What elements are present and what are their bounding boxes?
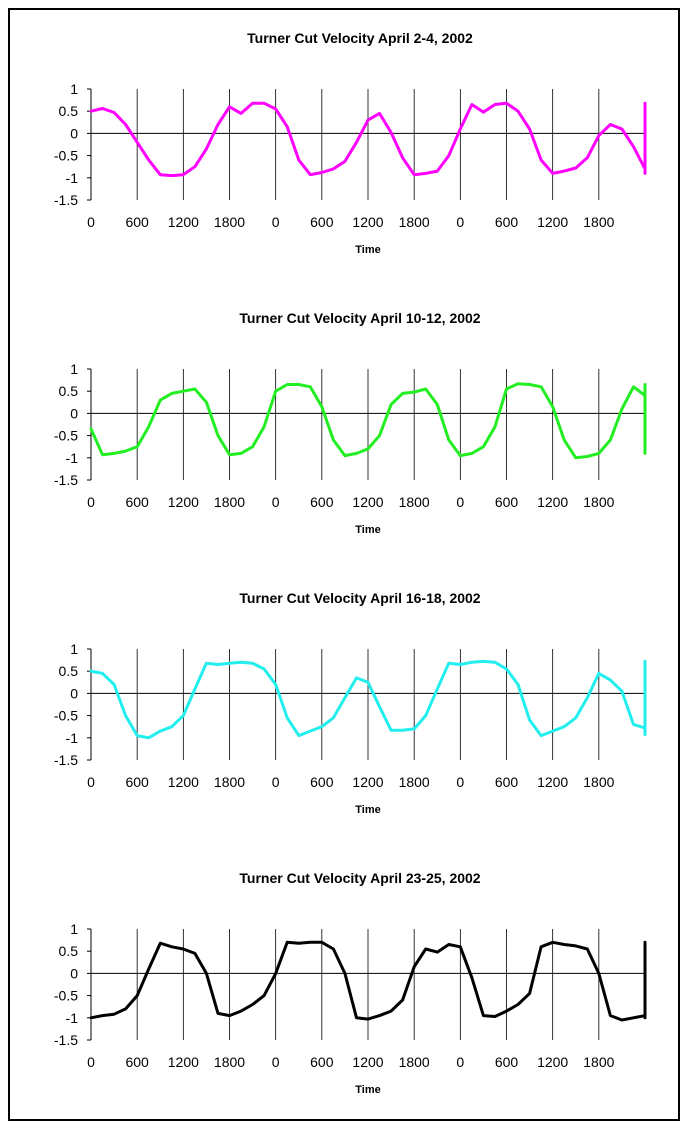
x-tick-label: 0	[272, 1054, 280, 1070]
y-tick-label: 0.5	[59, 103, 79, 119]
y-tick-label: 1	[70, 921, 78, 937]
x-tick-label: 1200	[168, 774, 199, 790]
x-tick-label: 1800	[583, 774, 614, 790]
x-tick-label: 1200	[168, 214, 199, 230]
chart-title: Turner Cut Velocity April 23-25, 2002	[239, 870, 481, 886]
chart-title: Turner Cut Velocity April 10-12, 2002	[239, 310, 481, 326]
velocity-chart-2: 0 600 1200 1800 0 600 1200 1800 0 600 1200 1800 1 0.5…	[54, 361, 647, 536]
y-tick-label: 1	[70, 641, 78, 657]
x-axis-title: Time	[355, 804, 380, 816]
x-tick-label: 0	[272, 774, 280, 790]
x-tick-label: 1800	[399, 494, 430, 510]
x-tick-label: 0	[456, 774, 464, 790]
x-tick-label: 1800	[214, 214, 245, 230]
x-tick-label: 600	[495, 494, 519, 510]
velocity-chart-3: 0 600 1200 1800 0 600 1200 1800 0 600 1200 1800 1 0.5…	[54, 641, 647, 816]
x-tick-label: 0	[456, 494, 464, 510]
x-tick-label: 1200	[352, 494, 383, 510]
velocity-chart-4: 0 600 1200 1800 0 600 1200 1800 0 600 1200 1800 1 0.5…	[54, 921, 647, 1096]
y-tick-label: 0	[70, 125, 78, 141]
x-tick-label: 0	[87, 214, 95, 230]
x-tick-label: 600	[310, 774, 334, 790]
y-tick-label: 0	[70, 405, 78, 421]
x-tick-label: 1200	[352, 1054, 383, 1070]
y-tick-label: -1.5	[54, 1032, 78, 1048]
y-tick-label: -1.5	[54, 752, 78, 768]
chart-panel-1: Turner Cut Velocity April 2-4, 2002 0 600…	[0, 0, 692, 280]
velocity-series-line	[89, 659, 647, 740]
x-tick-label: 1800	[583, 1054, 614, 1070]
y-tick-label: -1.5	[54, 472, 78, 488]
chart-panel-3: Turner Cut Velocity April 16-18, 2002 0 6…	[0, 560, 692, 840]
chart-panel-2: Turner Cut Velocity April 10-12, 2002 0 6…	[0, 280, 692, 560]
x-tick-label: 1800	[214, 494, 245, 510]
y-tick-label: -1	[66, 730, 79, 746]
x-tick-label: 1200	[168, 1054, 199, 1070]
x-tick-label: 1200	[168, 494, 199, 510]
y-tick-label: -1	[66, 170, 79, 186]
x-tick-label: 0	[456, 214, 464, 230]
chart-title: Turner Cut Velocity April 2-4, 2002	[247, 30, 473, 46]
x-tick-label: 1800	[399, 774, 430, 790]
y-tick-label: -0.5	[54, 428, 78, 444]
x-tick-label: 0	[87, 774, 95, 790]
x-tick-label: 600	[310, 494, 334, 510]
chart-panel-4: Turner Cut Velocity April 23-25, 2002 0 6…	[0, 840, 692, 1120]
x-axis-title: Time	[355, 244, 380, 256]
x-tick-label: 600	[310, 1054, 334, 1070]
x-tick-label: 600	[125, 214, 149, 230]
x-tick-label: 0	[87, 494, 95, 510]
y-tick-label: 0.5	[59, 663, 79, 679]
x-tick-label: 600	[125, 494, 149, 510]
x-tick-label: 0	[272, 214, 280, 230]
x-tick-label: 600	[310, 214, 334, 230]
x-tick-label: 1200	[352, 774, 383, 790]
velocity-series-line	[89, 940, 647, 1022]
chart-title: Turner Cut Velocity April 16-18, 2002	[239, 590, 481, 606]
y-tick-label: -1	[66, 1010, 79, 1026]
y-tick-label: 1	[70, 81, 78, 97]
x-tick-label: 0	[272, 494, 280, 510]
x-tick-label: 1800	[214, 774, 245, 790]
x-tick-label: 1800	[399, 214, 430, 230]
x-tick-label: 600	[125, 1054, 149, 1070]
x-tick-label: 1200	[537, 774, 568, 790]
velocity-series-line	[89, 382, 647, 460]
x-tick-label: 1200	[537, 214, 568, 230]
figure-frame	[8, 8, 680, 1121]
x-axis-title: Time	[355, 524, 380, 536]
x-tick-label: 1800	[583, 494, 614, 510]
x-axis-title: Time	[355, 1084, 380, 1096]
y-tick-label: -0.5	[54, 148, 78, 164]
x-tick-label: 1800	[399, 1054, 430, 1070]
x-tick-label: 600	[125, 774, 149, 790]
y-tick-label: 0.5	[59, 383, 79, 399]
y-tick-label: -1.5	[54, 192, 78, 208]
y-tick-label: 0	[70, 965, 78, 981]
y-tick-label: -0.5	[54, 708, 78, 724]
velocity-chart-1: 0 600 1200 1800 0 600 1200 1800 0 600 1200 1800 1 0.5…	[54, 81, 647, 256]
y-tick-label: -0.5	[54, 988, 78, 1004]
x-tick-label: 1200	[537, 494, 568, 510]
y-tick-label: 1	[70, 361, 78, 377]
x-tick-label: 0	[456, 1054, 464, 1070]
x-tick-label: 600	[495, 774, 519, 790]
x-tick-label: 1800	[214, 1054, 245, 1070]
y-tick-label: 0	[70, 685, 78, 701]
x-tick-label: 600	[495, 214, 519, 230]
y-tick-label: -1	[66, 450, 79, 466]
x-tick-label: 1800	[583, 214, 614, 230]
y-tick-label: 0.5	[59, 943, 79, 959]
x-tick-label: 0	[87, 1054, 95, 1070]
velocity-series-line	[89, 101, 647, 178]
x-tick-label: 1200	[352, 214, 383, 230]
x-tick-label: 1200	[537, 1054, 568, 1070]
x-tick-label: 600	[495, 1054, 519, 1070]
